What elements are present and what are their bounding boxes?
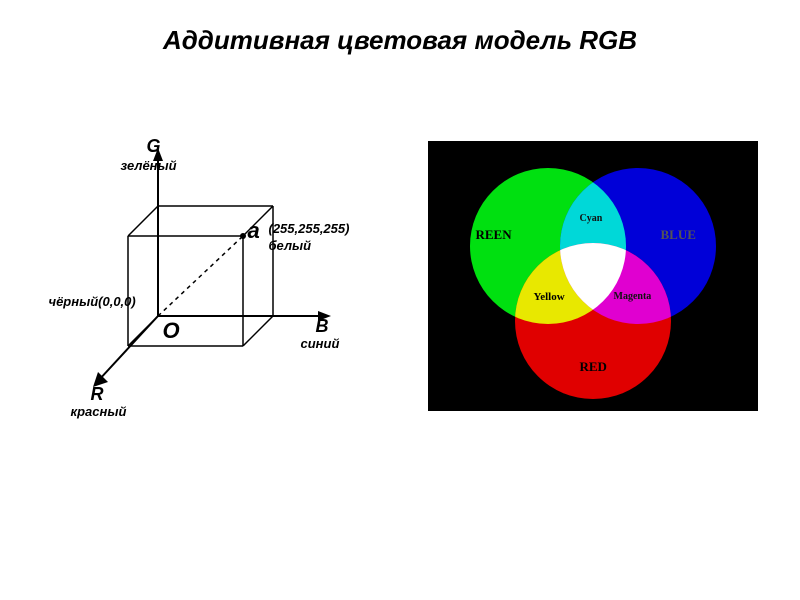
- axis-g-label: G: [147, 136, 161, 157]
- white-label: белый: [269, 238, 312, 253]
- venn-magenta-label: Magenta: [614, 291, 652, 302]
- venn-cyan-label: Cyan: [580, 213, 603, 224]
- axis-b-sublabel: синий: [301, 336, 340, 351]
- axis-r-sublabel: красный: [71, 404, 127, 419]
- content-area: G зелёный B синий R красный O чёрный(0,0…: [0, 66, 800, 446]
- axis-r-label: R: [91, 384, 104, 405]
- venn-blue-label: BLUE: [661, 227, 696, 243]
- white-point-label: a: [248, 218, 260, 244]
- origin-label: O: [163, 318, 180, 344]
- venn-yellow-label: Yellow: [534, 291, 565, 303]
- white-coords: (255,255,255): [269, 221, 350, 236]
- axis-b-label: B: [316, 316, 329, 337]
- rgb-venn-diagram: REEN BLUE RED Cyan Yellow Magenta: [428, 141, 758, 411]
- rgb-cube-diagram: G зелёный B синий R красный O чёрный(0,0…: [43, 126, 363, 426]
- venn-green-label: REEN: [476, 227, 512, 243]
- cube-svg: [43, 126, 363, 426]
- axis-g-sublabel: зелёный: [121, 158, 177, 173]
- black-label: чёрный(0,0,0): [49, 294, 136, 309]
- page-title: Аддитивная цветовая модель RGB: [0, 0, 800, 66]
- venn-red-label: RED: [580, 359, 607, 375]
